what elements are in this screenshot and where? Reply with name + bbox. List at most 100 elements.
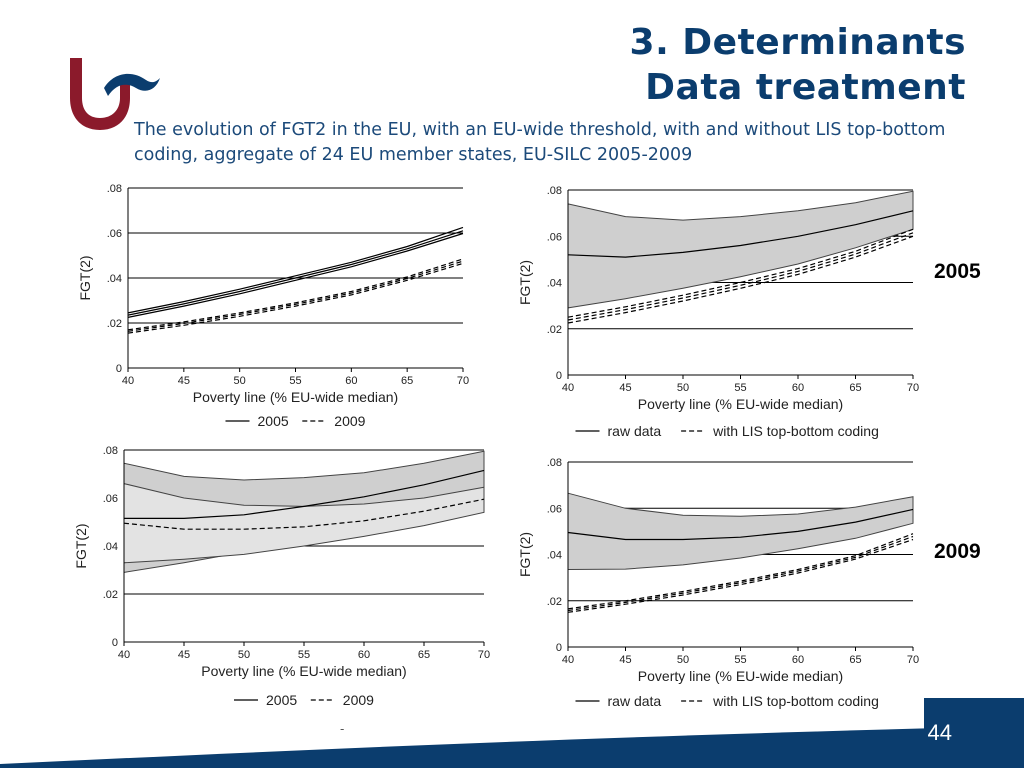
y-tick-label: 0 (556, 642, 562, 654)
y-tick-label: .04 (547, 278, 562, 290)
x-tick-label: 45 (619, 382, 631, 394)
series-line (123, 498, 485, 530)
title-line-1: 3. Determinants (629, 22, 966, 63)
y-tick-label: .06 (103, 493, 118, 505)
x-axis-label: Poverty line (% EU-wide median) (201, 663, 406, 679)
x-tick-label: 45 (619, 654, 631, 666)
x-tick-label: 65 (849, 382, 861, 394)
y-axis-label: FGT(2) (77, 255, 93, 300)
x-tick-label: 50 (677, 382, 689, 394)
series-line (567, 533, 914, 610)
legend-label: raw data (608, 423, 662, 439)
x-tick-label: 60 (792, 382, 804, 394)
series-line (567, 228, 914, 318)
y-tick-label: .04 (547, 550, 562, 562)
legend-label: with LIS top-bottom coding (712, 423, 879, 439)
y-tick-label: 0 (112, 637, 118, 649)
series-line (127, 258, 464, 331)
chart-top-left: 0 .02 .04 .06 .08 40 45 50 55 60 65 70 Poverty line … (70, 180, 490, 440)
footer-page-box (924, 698, 1024, 768)
x-axis-label: Poverty line (% EU-wide median) (193, 389, 398, 405)
legend-label: 2009 (334, 413, 365, 429)
x-tick-label: 55 (734, 654, 746, 666)
x-axis-label: Poverty line (% EU-wide median) (638, 668, 843, 684)
x-tick-label: 70 (478, 649, 490, 661)
chart-bottom-left-svg: 0 .02 .04 .06 .08 40 45 50 55 60 65 70 Poverty line … (73, 445, 490, 708)
y-tick-label: .02 (107, 318, 122, 330)
x-tick-label: 70 (457, 375, 469, 387)
footer-swoosh (0, 726, 1024, 768)
series-line (127, 226, 464, 314)
legend-label: with LIS top-bottom coding (712, 693, 879, 709)
series-line (567, 538, 914, 613)
x-tick-label: 50 (238, 649, 250, 661)
chart-bottom-right: 0 .02 .04 .06 .08 40 45 50 55 60 65 70 Poverty line … (510, 452, 930, 720)
confidence-band (567, 492, 914, 571)
series-line (124, 469, 485, 520)
x-tick-label: 70 (907, 654, 919, 666)
legend-label: 2005 (266, 692, 297, 708)
chart-top-right: 0 .02 .04 .06 .08 40 45 50 55 60 65 70 Poverty line … (510, 180, 930, 450)
page-number: 44 (927, 720, 952, 745)
y-tick-label: 0 (116, 363, 122, 375)
series-line (567, 535, 914, 612)
title-line-2: Data treatment (645, 67, 966, 108)
y-tick-label: .08 (547, 457, 562, 469)
x-tick-label: 45 (178, 375, 190, 387)
logo-u-shape (70, 58, 130, 130)
series-line (567, 232, 914, 321)
x-tick-label: 60 (358, 649, 370, 661)
logo-wave (104, 73, 160, 96)
chart-bottom-left: 0 .02 .04 .06 .08 40 45 50 55 60 65 70 Poverty line … (62, 440, 502, 720)
series-line (127, 230, 464, 316)
x-tick-label: 65 (849, 654, 861, 666)
slide-subtitle: The evolution of FGT2 in the EU, with an… (134, 120, 946, 165)
series-line (567, 508, 914, 541)
x-tick-label: 55 (298, 649, 310, 661)
x-tick-label: 45 (178, 649, 190, 661)
legend-label: raw data (608, 693, 662, 709)
x-tick-label: 50 (234, 375, 246, 387)
y-tick-label: .04 (107, 273, 122, 285)
series-line (127, 232, 464, 318)
footer-band (0, 698, 1024, 768)
year-label-2009: 2009 (934, 540, 981, 563)
confidence-band (567, 190, 914, 309)
x-tick-label: 65 (401, 375, 413, 387)
x-tick-label: 40 (118, 649, 130, 661)
series-line (127, 262, 464, 334)
x-tick-label: 55 (734, 382, 746, 394)
y-tick-label: 0 (556, 370, 562, 382)
y-tick-label: .06 (547, 231, 562, 243)
y-tick-label: .06 (107, 228, 122, 240)
series-line (567, 210, 914, 258)
university-logo (70, 58, 160, 130)
slide-title: 3. Determinants Data treatment (546, 20, 966, 110)
chart-top-left-svg: 0 .02 .04 .06 .08 40 45 50 55 60 65 70 Poverty line … (77, 183, 469, 429)
chart-bottom-right-svg: 0 .02 .04 .06 .08 40 45 50 55 60 65 70 Poverty line … (517, 457, 919, 709)
y-tick-label: .04 (103, 541, 118, 553)
y-tick-label: .08 (107, 183, 122, 195)
y-axis-label: FGT(2) (517, 260, 533, 305)
x-tick-label: 60 (345, 375, 357, 387)
x-axis-label: Poverty line (% EU-wide median) (638, 396, 843, 412)
footer-mark: - (340, 722, 345, 736)
legend-label: 2005 (258, 413, 289, 429)
x-tick-label: 55 (289, 375, 301, 387)
y-tick-label: .02 (103, 589, 118, 601)
chart-top-right-svg: 0 .02 .04 .06 .08 40 45 50 55 60 65 70 Poverty line … (517, 185, 919, 439)
x-tick-label: 70 (907, 382, 919, 394)
year-label-2005: 2005 (934, 260, 981, 283)
series-line (127, 260, 464, 332)
x-tick-label: 40 (122, 375, 134, 387)
y-axis-label: FGT(2) (73, 523, 89, 568)
x-tick-label: 40 (562, 382, 574, 394)
confidence-band (123, 482, 485, 564)
legend-label: 2009 (343, 692, 374, 708)
x-tick-label: 65 (418, 649, 430, 661)
x-tick-label: 40 (562, 654, 574, 666)
y-tick-label: .08 (547, 185, 562, 197)
x-tick-label: 50 (677, 654, 689, 666)
x-tick-label: 60 (792, 654, 804, 666)
series-line (567, 235, 914, 324)
